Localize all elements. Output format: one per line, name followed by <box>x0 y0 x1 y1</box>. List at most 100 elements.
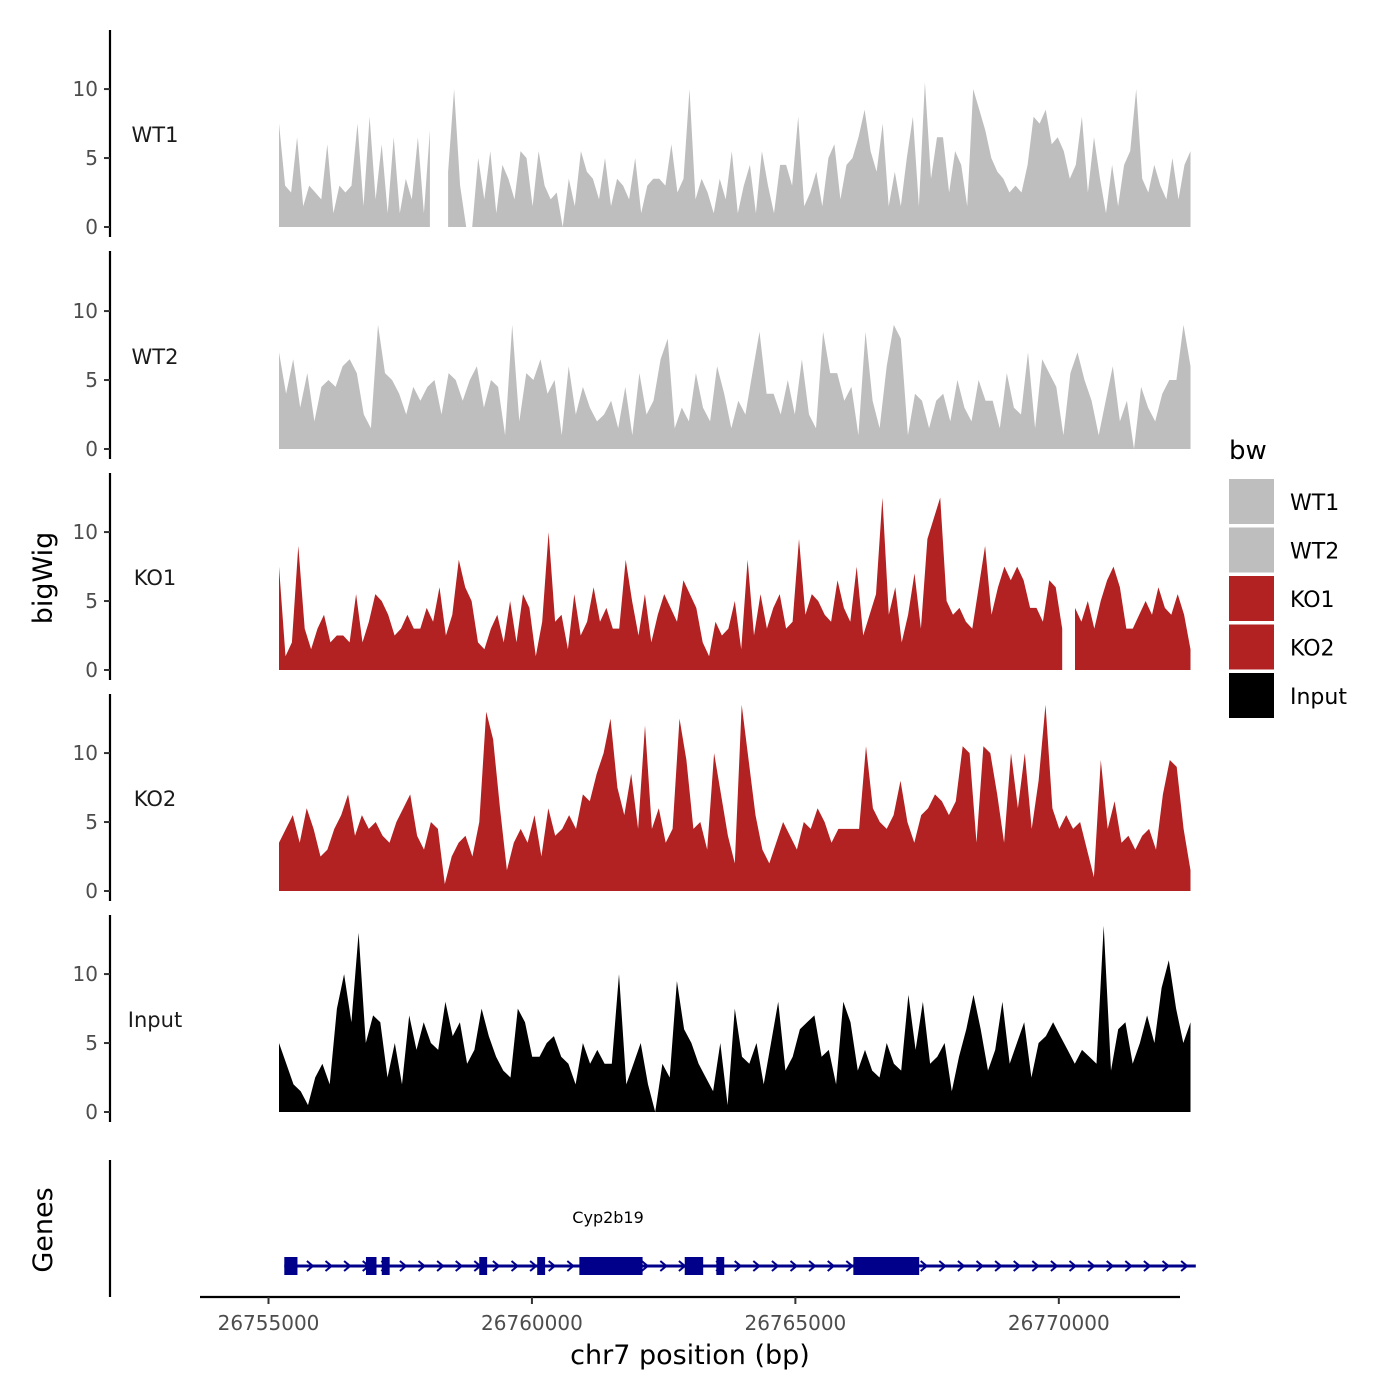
strand-arrow <box>492 1260 501 1272</box>
gene-cyp2b19: Cyp2b19 <box>284 1208 1196 1275</box>
x-tick-label: 26760000 <box>481 1311 583 1335</box>
exon <box>537 1257 546 1275</box>
x-tick-label: 26755000 <box>218 1311 320 1335</box>
tracks-layer: 0 5 10 WT1 0 5 10 WT2 0 5 10 KO1 0 5 10 KO2 0 5 10 Input <box>73 30 1191 1124</box>
legend-label: WT1 <box>1290 491 1339 516</box>
strand-arrow <box>455 1260 464 1272</box>
strand-arrow <box>1161 1260 1171 1272</box>
track-wt2: 0 5 10 WT2 <box>73 251 1191 461</box>
strand-arrow <box>529 1260 538 1272</box>
strand-arrow <box>1124 1260 1133 1272</box>
y-tick-label: 10 <box>73 962 98 986</box>
legend-label: KO1 <box>1290 588 1335 613</box>
strand-arrow <box>789 1260 799 1272</box>
strand-arrow <box>324 1260 334 1272</box>
strand-arrow <box>994 1260 1003 1272</box>
x-axis: 26755000 26760000 26765000 26770000 <box>200 1295 1180 1335</box>
legend-item-ko1: KO1 <box>1229 576 1335 621</box>
y-tick-label: 0 <box>85 879 98 903</box>
exon <box>716 1257 725 1275</box>
strand-arrow <box>752 1260 761 1272</box>
legend-swatch <box>1229 624 1274 670</box>
track-label: KO1 <box>134 566 177 590</box>
gene-label: Cyp2b19 <box>572 1208 644 1227</box>
strand-arrow <box>417 1260 427 1272</box>
strand-arrow <box>1050 1260 1059 1272</box>
track-label: Input <box>128 1008 182 1032</box>
track-wt1: 0 5 10 WT1 <box>73 30 1191 239</box>
legend-swatch <box>1229 527 1274 573</box>
y-tick-label: 5 <box>85 1031 98 1055</box>
exon <box>284 1257 298 1275</box>
x-axis-title: chr7 position (bp) <box>570 1340 810 1371</box>
strand-arrow <box>659 1260 668 1272</box>
y-axis-title: bigWig <box>28 532 59 625</box>
genes-axis-title: Genes <box>28 1187 59 1272</box>
x-tick-label: 26765000 <box>744 1311 846 1335</box>
track-area-input <box>279 925 1191 1112</box>
strand-arrow <box>1087 1260 1096 1272</box>
strand-arrow <box>1013 1260 1022 1272</box>
y-tick-label: 0 <box>85 1100 98 1124</box>
y-tick-label: 5 <box>85 810 98 834</box>
legend-label: WT2 <box>1290 540 1339 565</box>
y-tick-label: 5 <box>85 368 98 392</box>
strand-arrow <box>510 1260 520 1272</box>
strand-arrow <box>1143 1260 1152 1272</box>
legend-swatch <box>1229 673 1274 718</box>
track-label: WT2 <box>132 345 179 369</box>
y-tick-label: 5 <box>85 589 98 613</box>
strand-arrow <box>827 1260 836 1272</box>
exon <box>365 1257 377 1275</box>
genes-layer: Cyp2b19 <box>108 1160 1196 1297</box>
exon <box>853 1257 920 1275</box>
track-label: WT1 <box>132 123 179 147</box>
y-tick-label: 5 <box>85 146 98 170</box>
track-input: 0 5 10 Input <box>73 915 1191 1124</box>
track-area-ko2 <box>279 704 1191 891</box>
track-area-wt1-2 <box>448 82 1191 227</box>
track-ko1: 0 5 10 KO1 <box>73 473 1191 682</box>
strand-arrow <box>734 1260 743 1272</box>
strand-arrow <box>975 1260 985 1272</box>
strand-arrow <box>808 1260 817 1272</box>
strand-arrow <box>1180 1260 1189 1272</box>
y-tick-label: 0 <box>85 437 98 461</box>
x-tick-label: 26770000 <box>1008 1311 1110 1335</box>
y-tick-label: 10 <box>73 299 98 323</box>
track-ko2: 0 5 10 KO2 <box>73 694 1191 903</box>
legend-swatch <box>1229 576 1274 621</box>
strand-arrow <box>566 1260 575 1272</box>
exon <box>381 1257 390 1275</box>
legend-item-input: Input <box>1229 673 1347 718</box>
track-area-wt1-1 <box>279 116 430 227</box>
strand-arrow <box>1106 1260 1115 1272</box>
exon <box>479 1257 488 1275</box>
strand-arrow <box>436 1260 445 1272</box>
y-tick-label: 0 <box>85 215 98 239</box>
strand-arrow <box>641 1260 650 1272</box>
legend: bw WT1 WT2 KO1 KO2 Input <box>1229 436 1347 718</box>
legend-item-wt1: WT1 <box>1229 479 1339 524</box>
legend-swatch <box>1229 479 1274 524</box>
strand-arrow <box>1031 1260 1040 1272</box>
legend-title: bw <box>1229 436 1267 466</box>
y-tick-label: 10 <box>73 77 98 101</box>
y-tick-label: 10 <box>73 741 98 765</box>
track-area-ko1-2 <box>1075 566 1191 670</box>
strand-arrow <box>548 1260 557 1272</box>
track-label: KO2 <box>134 787 177 811</box>
legend-item-ko2: KO2 <box>1229 624 1335 670</box>
strand-arrow <box>343 1260 352 1272</box>
strand-arrow <box>306 1260 315 1272</box>
legend-item-wt2: WT2 <box>1229 527 1339 573</box>
y-tick-label: 0 <box>85 658 98 682</box>
strand-arrow <box>771 1260 780 1272</box>
strand-arrow <box>845 1260 854 1272</box>
strand-arrow <box>938 1260 947 1272</box>
legend-label: KO2 <box>1290 637 1335 662</box>
strand-arrow <box>399 1260 408 1272</box>
exon <box>579 1257 643 1275</box>
strand-arrow <box>1068 1260 1078 1272</box>
